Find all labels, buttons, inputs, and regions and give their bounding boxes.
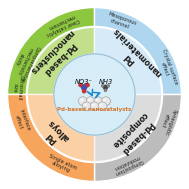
Circle shape xyxy=(81,84,87,90)
Text: Clear catalytic
mechanism: Clear catalytic mechanism xyxy=(43,12,81,37)
Wedge shape xyxy=(94,94,162,162)
Text: Interface
effect: Interface effect xyxy=(13,108,31,133)
Text: Composition
modulation: Composition modulation xyxy=(111,153,144,176)
Wedge shape xyxy=(27,94,94,162)
Circle shape xyxy=(79,97,88,106)
Circle shape xyxy=(98,102,107,111)
Circle shape xyxy=(94,97,103,106)
Circle shape xyxy=(83,102,91,111)
Circle shape xyxy=(101,84,104,87)
Circle shape xyxy=(107,84,110,87)
Text: NH3: NH3 xyxy=(99,79,113,85)
Text: Ultrasmall
size: Ultrasmall size xyxy=(11,75,24,101)
Circle shape xyxy=(92,103,95,106)
Circle shape xyxy=(94,97,103,105)
Circle shape xyxy=(103,85,108,90)
Circle shape xyxy=(103,98,106,101)
Circle shape xyxy=(90,102,99,111)
Text: NO3⁻: NO3⁻ xyxy=(75,79,93,85)
Text: Comprehensive
mechanistic
study: Comprehensive mechanistic study xyxy=(9,40,40,83)
Circle shape xyxy=(79,83,83,87)
Circle shape xyxy=(85,83,90,87)
Circle shape xyxy=(80,98,83,101)
Circle shape xyxy=(84,103,87,106)
Wedge shape xyxy=(94,94,181,181)
Circle shape xyxy=(82,102,91,111)
Circle shape xyxy=(91,102,99,111)
Wedge shape xyxy=(27,27,94,94)
Circle shape xyxy=(78,97,87,105)
Circle shape xyxy=(54,54,135,135)
Circle shape xyxy=(104,89,107,92)
Text: Crystal surface
effect: Crystal surface effect xyxy=(156,49,179,88)
Wedge shape xyxy=(8,94,94,181)
Circle shape xyxy=(86,97,95,105)
Circle shape xyxy=(82,89,86,93)
Text: Pd-based
nanoclusters: Pd-based nanoclusters xyxy=(28,28,83,83)
Text: Mesoporous
channel: Mesoporous channel xyxy=(105,12,137,32)
Circle shape xyxy=(102,97,110,105)
Wedge shape xyxy=(8,8,94,94)
Wedge shape xyxy=(94,8,181,94)
Text: Pd
nanomaterials: Pd nanomaterials xyxy=(104,26,163,85)
Wedge shape xyxy=(94,27,162,94)
Text: Single atom
alloying: Single atom alloying xyxy=(46,153,78,176)
Circle shape xyxy=(102,97,111,106)
Circle shape xyxy=(87,97,95,106)
Circle shape xyxy=(95,98,98,101)
Circle shape xyxy=(100,103,103,106)
Text: Pd-based nanocatalysts: Pd-based nanocatalysts xyxy=(57,108,132,112)
Circle shape xyxy=(99,102,107,111)
Text: Pd-based
composite: Pd-based composite xyxy=(110,110,157,157)
Text: Pd
alloys: Pd alloys xyxy=(39,117,72,150)
Text: Synergistic
effect: Synergistic effect xyxy=(157,106,177,136)
Circle shape xyxy=(88,98,91,101)
